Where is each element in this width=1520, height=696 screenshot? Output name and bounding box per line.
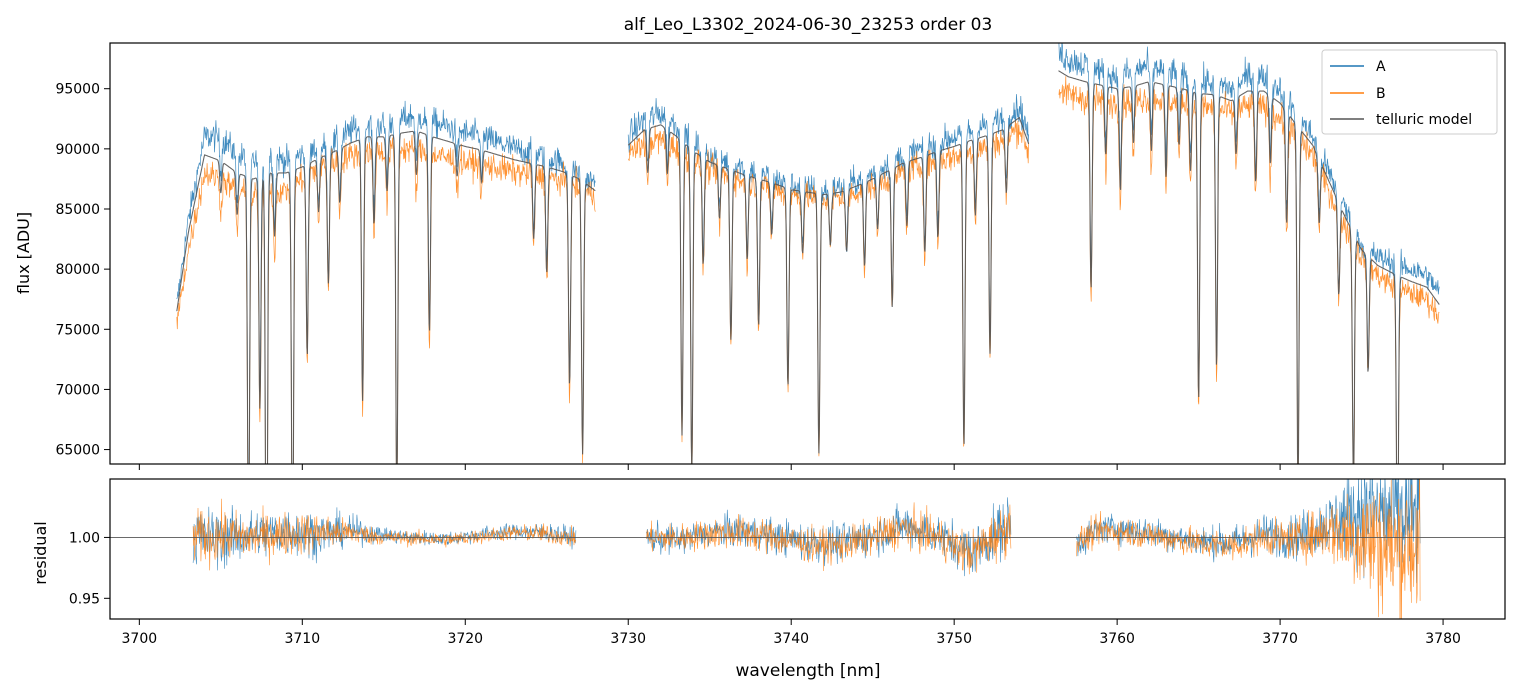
legend-label-b: B [1376, 86, 1386, 102]
residual-series-b-segment [645, 502, 1012, 575]
flux-y-tick-label: 90000 [55, 142, 100, 158]
wavelength-tick-label: 3780 [1425, 631, 1461, 647]
flux-series-b-segment [627, 120, 1029, 464]
wavelength-tick-label: 3730 [610, 631, 646, 647]
wavelength-tick-label: 3710 [284, 631, 320, 647]
flux-panel: 65000 70000 75000 80000 85000 90000 95000 flux… [14, 42, 1506, 470]
residual-axis-label: residual [31, 521, 50, 584]
flux-y-tick-label: 70000 [55, 382, 100, 398]
chart-title: alf_Leo_L3302_2024-06-30_23253 order 03 [624, 15, 993, 35]
wavelength-tick-label: 3700 [122, 631, 158, 647]
wavelength-axis-label: wavelength [nm] [735, 661, 880, 681]
residual-series-b-segment [192, 498, 577, 571]
wavelength-tick-label: 3760 [1099, 631, 1135, 647]
flux-y-tick-label: 85000 [55, 202, 100, 218]
flux-y-tick-label: 75000 [55, 322, 100, 338]
flux-series-b-segment [1058, 76, 1440, 464]
flux-axis-label: flux [ADU] [14, 212, 33, 294]
flux-panel-frame [109, 42, 1506, 465]
wavelength-tick-label: 3770 [1262, 631, 1298, 647]
residual-y-tick-label: 0.95 [69, 591, 100, 607]
flux-series-telluric-model-segment [176, 130, 596, 464]
residual-series-a-segment [645, 497, 1012, 577]
legend: A B telluric model [1321, 49, 1498, 135]
flux-y-tick-label: 95000 [55, 82, 100, 98]
legend-label-a: A [1376, 59, 1386, 75]
flux-series-telluric-model-segment [627, 116, 1030, 464]
residual-panel-frame [109, 478, 1506, 620]
residual-series-b-segment [1076, 479, 1421, 619]
wavelength-tick-label: 3740 [773, 631, 809, 647]
residual-series-a-segment [1076, 479, 1421, 584]
wavelength-tick-label: 3720 [447, 631, 483, 647]
residual-panel: 0.95 1.00 3700 3710 3720 3730 3740 3750 3760 377… [31, 478, 1506, 681]
flux-series-telluric-model-segment [1058, 70, 1440, 464]
residual-y-tick-label: 1.00 [69, 530, 100, 546]
flux-y-tick-label: 65000 [55, 443, 100, 459]
legend-label-telluric: telluric model [1376, 112, 1472, 128]
flux-y-tick-label: 80000 [55, 262, 100, 278]
wavelength-tick-label: 3750 [936, 631, 972, 647]
